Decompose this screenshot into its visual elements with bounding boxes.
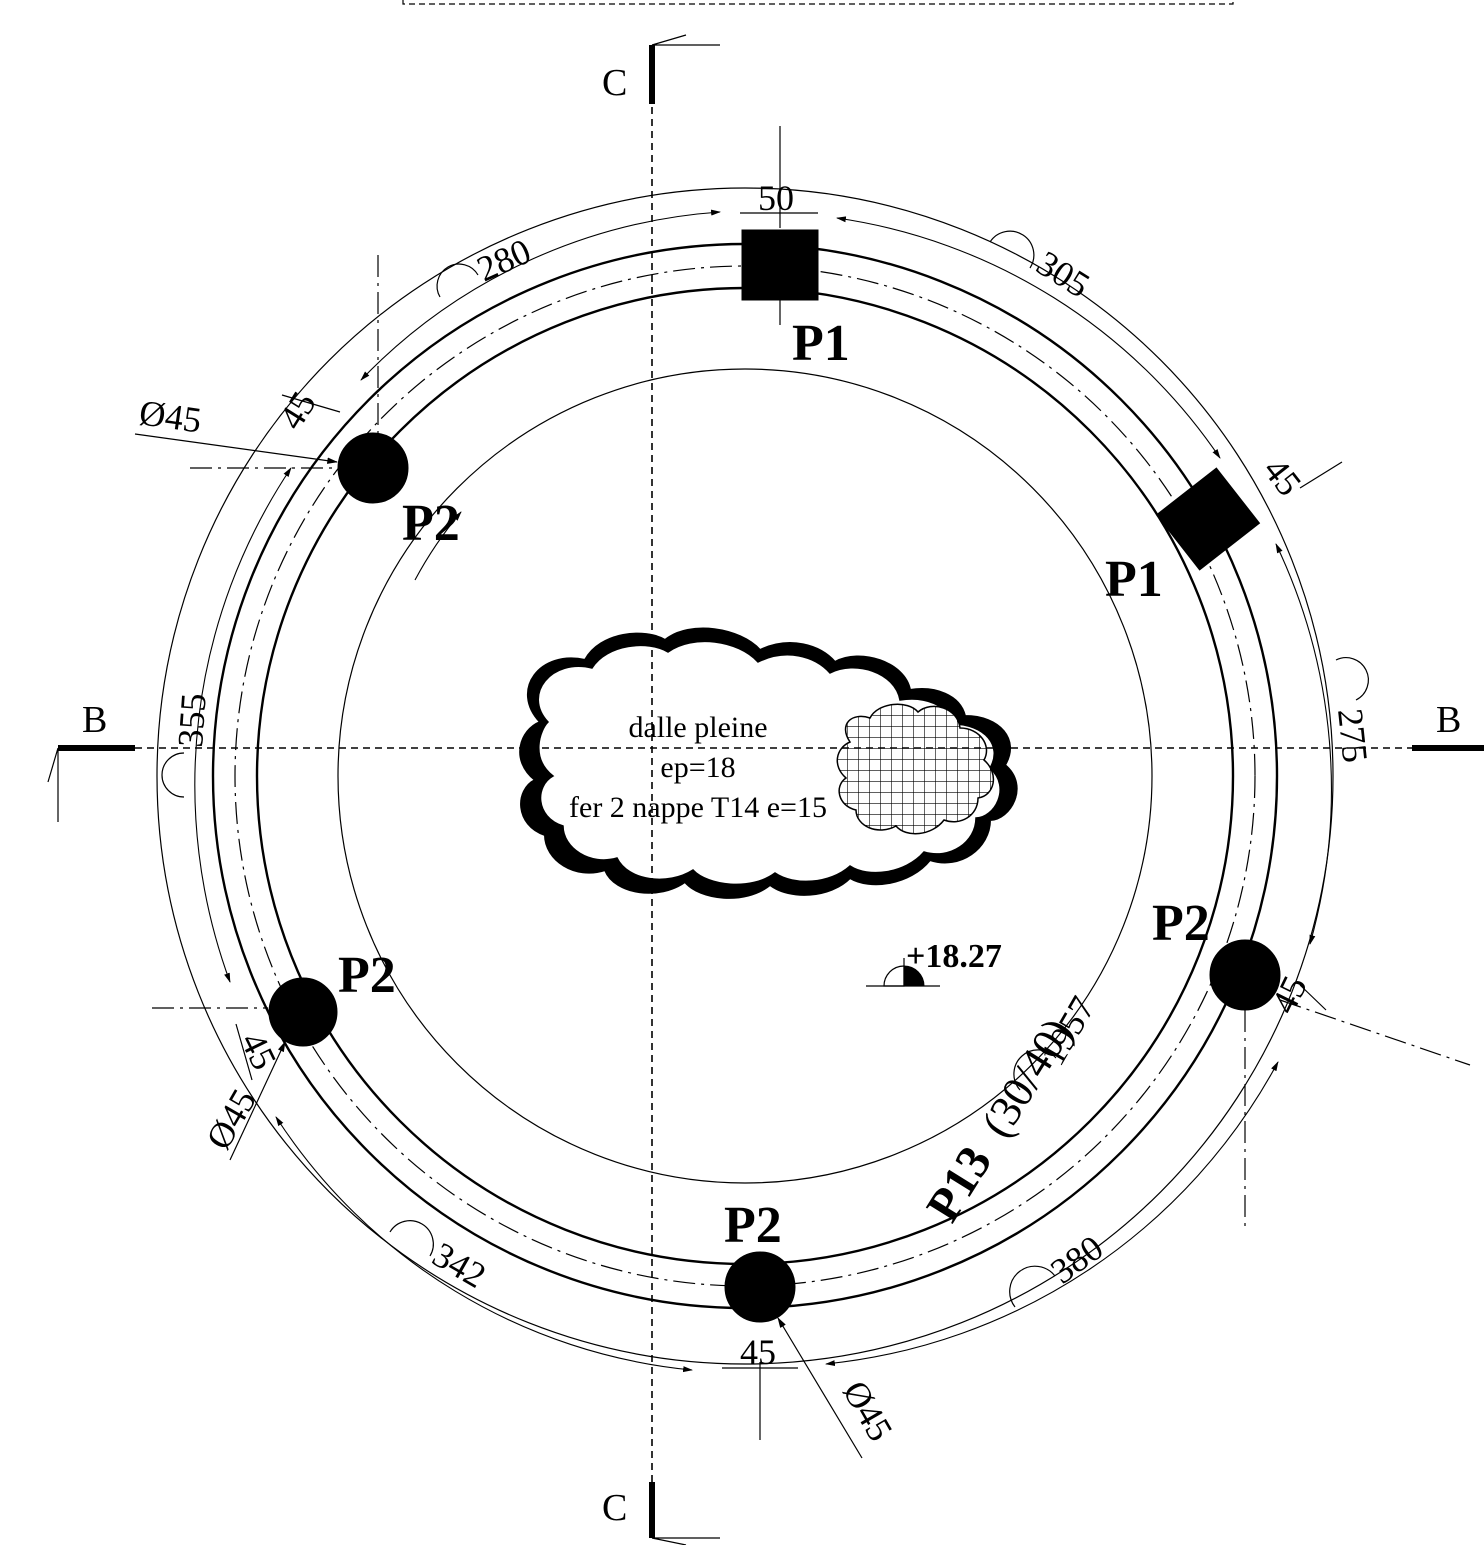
dim-text-380: 380 [1043,1227,1110,1291]
pillar-round-right [1209,939,1281,1011]
section-b-right-label: B [1436,699,1461,741]
dim-arc-inner [414,511,462,581]
slab-note-line1: dalle pleine [628,711,767,744]
pillar-label-p2-top-left: P2 [402,495,460,552]
slab-note-line2: ep=18 [660,751,735,784]
pillar-round-bottom [724,1251,796,1323]
dim-text-diameter-left: Ø45 [198,1082,264,1156]
section-marker-b-left: B [47,699,135,822]
section-marker-c-bottom: C [602,1482,720,1545]
pillar-label-p1-top: P1 [792,315,850,372]
pillar-label-p1-right: P1 [1105,551,1163,608]
dim-text-45-bottom: 45 [740,1332,776,1372]
dim-arc-bottom-right [825,1061,1279,1367]
section-c-bottom-label: C [602,1487,627,1529]
dim-arc-left [194,467,292,983]
pillar-round-left [268,977,338,1047]
title-frame-border [402,0,1234,5]
slab-inner-circle [337,368,1153,1184]
dim-text-355: 355 [170,692,214,749]
dim-text-275: 275 [1330,707,1375,765]
dim-text-342: 342 [426,1234,493,1296]
outer-dimension-arcs [194,209,1332,1373]
dim-text-45-top-left: 45 [271,385,324,437]
dim-arc-bottom-left [275,1116,693,1373]
pillar-round-top-left [337,432,409,504]
section-b-left-label: B [82,699,107,741]
dim-text-50: 50 [758,178,794,218]
section-c-top-label: C [602,62,627,104]
level-mark: +18.27 [866,938,1002,987]
outer-dimension-circle [156,187,1334,1365]
dim-text-280: 280 [471,231,537,290]
slab-note-cloud: dalle pleine ep=18 fer 2 nappe T14 e=15 [519,627,1018,899]
arc-symbols [161,230,1369,1308]
level-mark-value: +18.27 [906,938,1002,975]
dim-text-45-square: 45 [1256,450,1310,503]
dim-text-diameter-bottom: Ø45 [835,1374,901,1448]
dim-arc-top-left [360,209,721,381]
pillar-label-p2-bottom: P2 [724,1197,782,1254]
dim-text-diameter-top-left: Ø45 [137,392,204,440]
cloud-hatch-patch [836,703,995,835]
slab-note-line3: fer 2 nappe T14 e=15 [569,791,827,824]
dim-arc-top-right [836,216,1221,459]
beam-label-name: P13 [916,1137,1002,1231]
dim-arc-right [1275,543,1332,945]
section-marker-b-right: B [1412,699,1484,751]
extension-lines [134,126,1471,1459]
pillar-label-p2-left: P2 [338,947,396,1004]
pillar-square-right [1155,467,1261,571]
pillar-label-p2-right: P2 [1152,895,1210,952]
pillar-square-top [741,229,819,301]
dim-text-305: 305 [1030,243,1097,306]
section-marker-c-top: C [602,34,720,104]
